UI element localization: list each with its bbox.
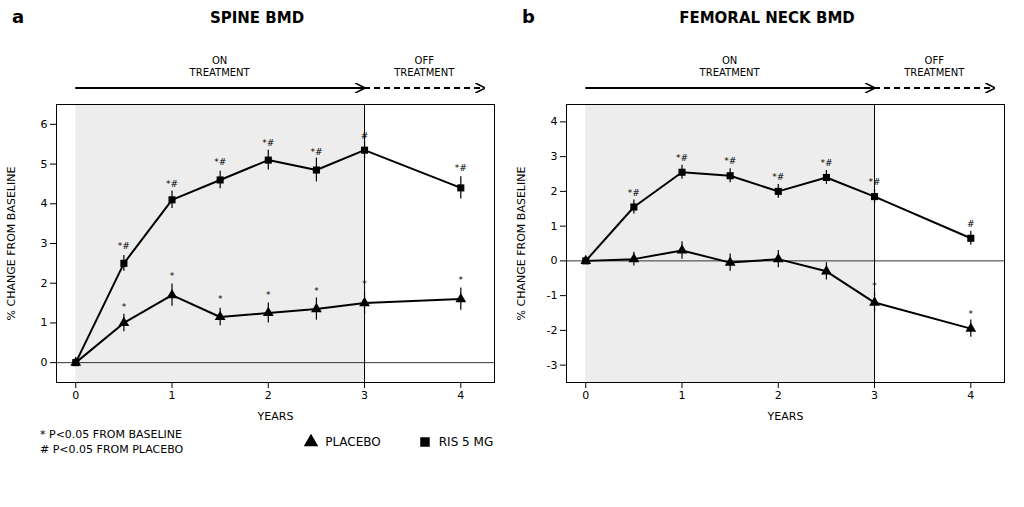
svg-text:2: 2 xyxy=(775,389,782,402)
svg-text:*#: *# xyxy=(820,158,832,168)
html-text:# P<0.05 FROM PLACEBO: # P<0.05 FROM PLACEBO xyxy=(40,443,184,456)
svg-text:*: * xyxy=(314,286,319,296)
svg-text:*#: *# xyxy=(262,138,274,148)
svg-text:3: 3 xyxy=(41,237,48,250)
html-text:FEMORAL NECK BMD: FEMORAL NECK BMD xyxy=(679,9,855,27)
svg-text:1: 1 xyxy=(169,389,176,402)
svg-text:YEARS: YEARS xyxy=(257,410,294,423)
svg-text:OFFTREATMENT: OFFTREATMENT xyxy=(903,55,965,78)
svg-text:*#: *# xyxy=(214,157,226,167)
svg-text:% CHANGE FROM BASELINE: % CHANGE FROM BASELINE xyxy=(515,167,528,321)
svg-text:0: 0 xyxy=(72,389,79,402)
svg-text:*#: *# xyxy=(628,188,640,198)
svg-text:*#: *# xyxy=(676,153,688,163)
svg-text:2: 2 xyxy=(41,277,48,290)
svg-text:*: * xyxy=(170,271,175,281)
svg-text:*#: *# xyxy=(455,163,467,173)
svg-text:3: 3 xyxy=(551,150,558,163)
html-text:RIS 5 MG: RIS 5 MG xyxy=(438,435,494,449)
svg-text:0: 0 xyxy=(551,254,558,267)
svg-text:*: * xyxy=(872,281,877,291)
html-text:a: a xyxy=(12,6,25,27)
html-text:PLACEBO: PLACEBO xyxy=(325,435,381,449)
svg-text:*: * xyxy=(218,294,223,304)
svg-text:ONTREATMENT: ONTREATMENT xyxy=(189,55,251,78)
svg-text:#: # xyxy=(361,131,369,141)
svg-text:*#: *# xyxy=(772,172,784,182)
svg-text:*#: *# xyxy=(724,156,736,166)
svg-text:-2: -2 xyxy=(547,324,558,337)
svg-text:OFFTREATMENT: OFFTREATMENT xyxy=(393,55,455,78)
svg-text:*#: *# xyxy=(310,147,322,157)
svg-text:1: 1 xyxy=(551,220,558,233)
svg-text:4: 4 xyxy=(41,197,48,210)
svg-text:4: 4 xyxy=(457,389,464,402)
svg-text:0: 0 xyxy=(41,356,48,369)
svg-text:*#: *# xyxy=(118,241,130,251)
svg-text:2: 2 xyxy=(265,389,272,402)
svg-text:*: * xyxy=(122,302,127,312)
svg-text:#: # xyxy=(967,219,975,229)
html-text:b: b xyxy=(522,6,535,27)
svg-text:YEARS: YEARS xyxy=(767,410,804,423)
svg-text:5: 5 xyxy=(41,158,48,171)
svg-text:*: * xyxy=(362,279,367,289)
svg-text:2: 2 xyxy=(551,185,558,198)
svg-text:*: * xyxy=(266,290,271,300)
svg-text:-3: -3 xyxy=(547,359,558,372)
svg-text:-1: -1 xyxy=(547,289,558,302)
svg-text:0: 0 xyxy=(582,389,589,402)
svg-text:*: * xyxy=(969,309,974,319)
svg-text:4: 4 xyxy=(967,389,974,402)
svg-text:6: 6 xyxy=(41,118,48,131)
svg-text:% CHANGE FROM BASELINE: % CHANGE FROM BASELINE xyxy=(5,167,18,321)
svg-text:3: 3 xyxy=(871,389,878,402)
svg-text:*#: *# xyxy=(166,179,178,189)
html-text:SPINE BMD: SPINE BMD xyxy=(209,9,305,27)
svg-text:*: * xyxy=(459,275,464,285)
svg-text:1: 1 xyxy=(679,389,686,402)
svg-text:4: 4 xyxy=(551,115,558,128)
svg-text:*#: *# xyxy=(869,177,881,187)
svg-text:ONTREATMENT: ONTREATMENT xyxy=(699,55,761,78)
svg-text:3: 3 xyxy=(361,389,368,402)
svg-text:1: 1 xyxy=(41,316,48,329)
html-text:* P<0.05 FROM BASELINE: * P<0.05 FROM BASELINE xyxy=(40,428,182,441)
